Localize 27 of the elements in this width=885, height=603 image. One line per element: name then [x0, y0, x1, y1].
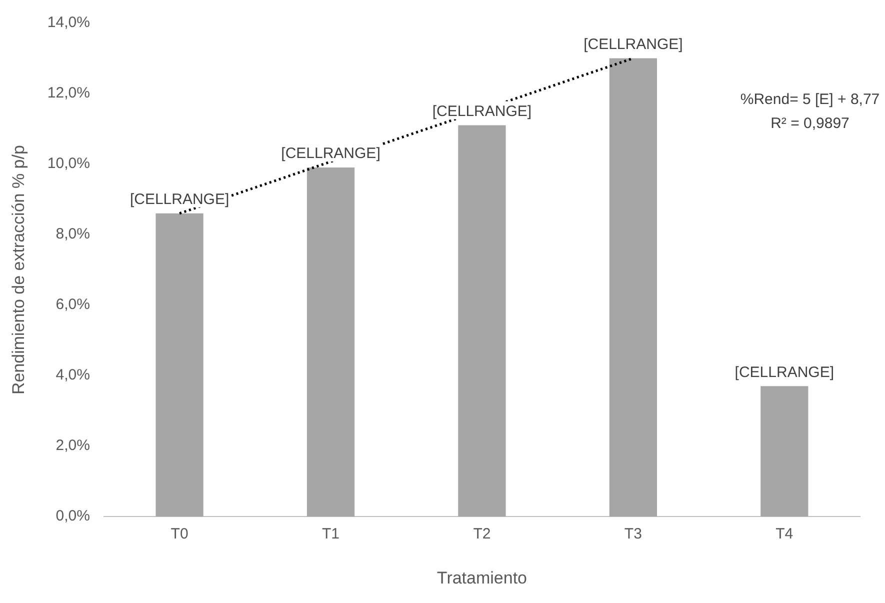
annotation: %Rend= 5 [E] + 8,77: [740, 91, 880, 108]
y-tick-label: 6,0%: [56, 296, 90, 314]
x-tick-label: T3: [624, 526, 642, 543]
y-tick-label: 10,0%: [47, 155, 90, 172]
bar: [760, 386, 808, 517]
bar: [156, 213, 204, 517]
annotation: R² = 0,9897: [770, 115, 850, 132]
bar: [458, 125, 506, 517]
data-label: [CELLRANGE]: [130, 191, 230, 208]
data-label: [CELLRANGE]: [734, 364, 834, 381]
x-tick-label: T1: [322, 526, 340, 543]
data-label: [CELLRANGE]: [281, 145, 380, 162]
x-axis-title: Tratamiento: [436, 568, 528, 588]
bar: [306, 168, 355, 517]
x-tick-label: T0: [170, 526, 188, 543]
y-tick-label: 0,0%: [56, 508, 90, 525]
y-tick-label: 8,0%: [56, 226, 90, 243]
x-tick-label: T2: [473, 526, 491, 543]
y-tick-label: 2,0%: [56, 437, 90, 454]
y-tick-label: 12,0%: [47, 84, 90, 102]
y-tick-label: 14,0%: [47, 14, 90, 32]
y-axis-title: Rendimiento de extracción % p/p: [8, 145, 28, 395]
data-label: [CELLRANGE]: [584, 36, 683, 53]
y-tick-label: 4,0%: [56, 366, 90, 384]
x-tick-label: T4: [776, 526, 794, 543]
bar: [609, 58, 657, 517]
data-label: [CELLRANGE]: [432, 102, 532, 120]
